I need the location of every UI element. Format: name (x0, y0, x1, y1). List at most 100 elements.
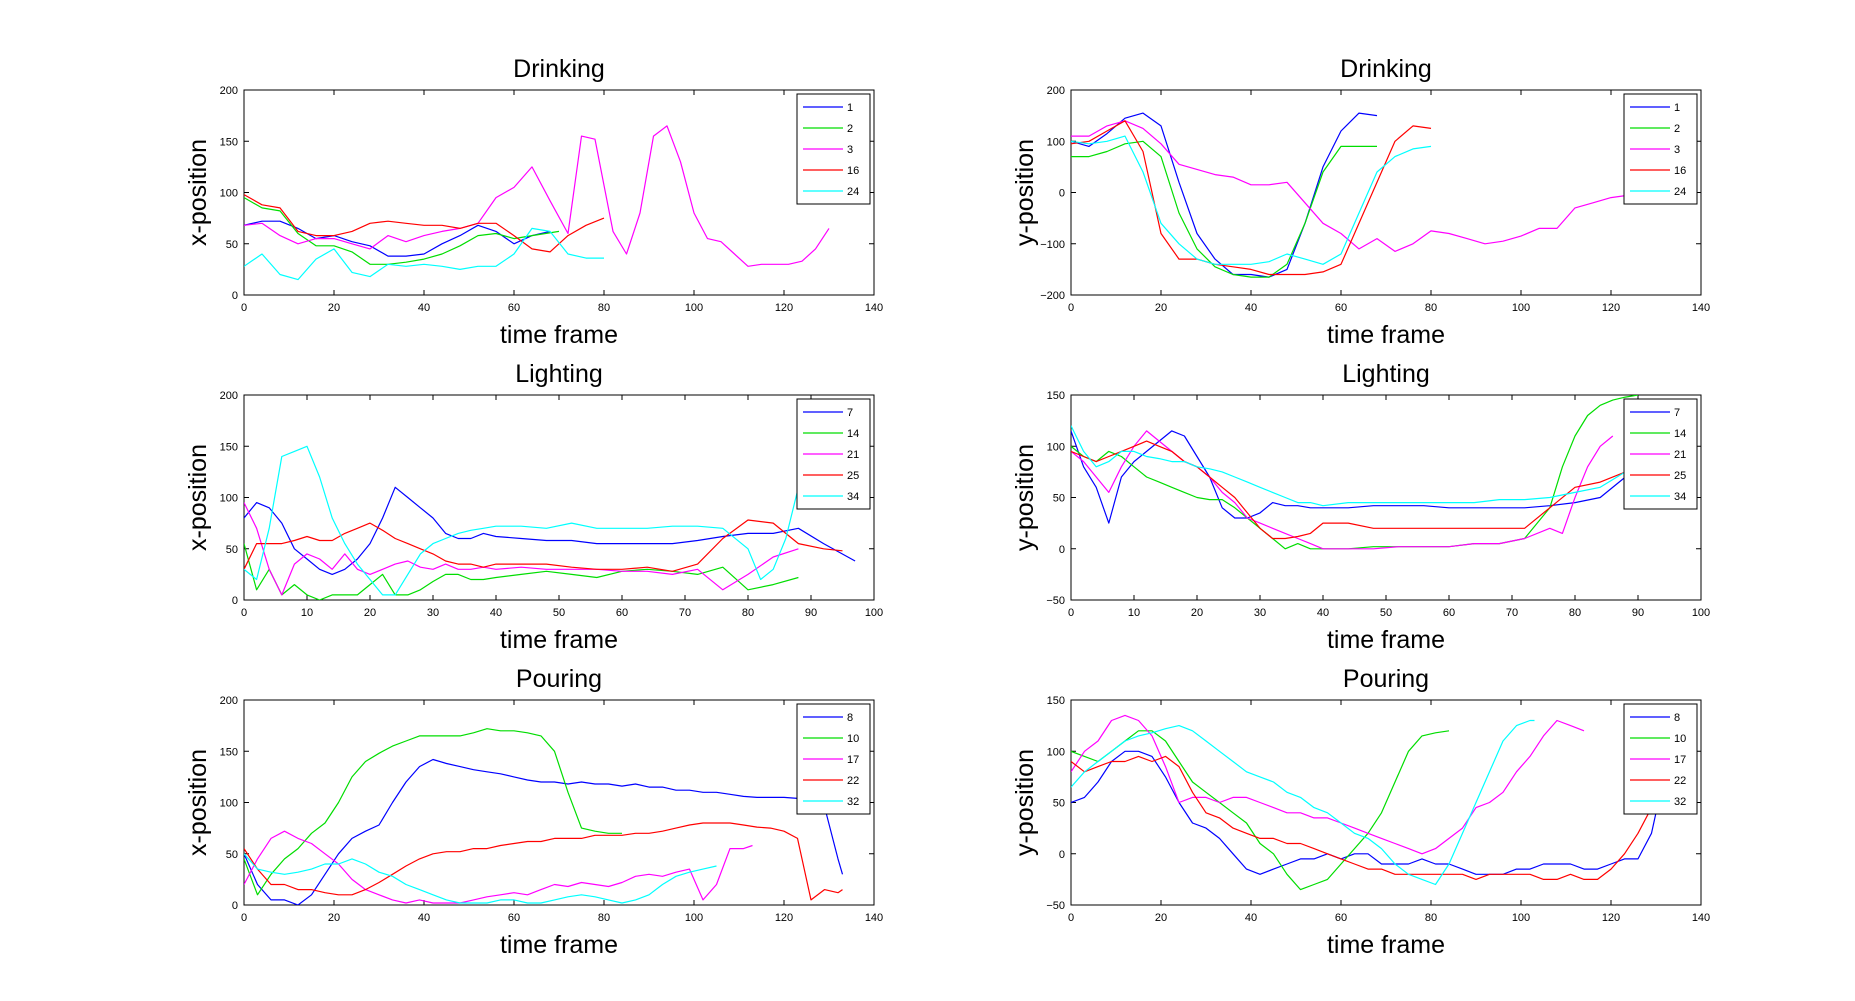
y-axis-label: y-position (1011, 139, 1039, 246)
y-tick-label: 100 (220, 493, 238, 505)
x-tick-label: 0 (1068, 302, 1074, 314)
legend-label: 7 (1674, 407, 1680, 419)
y-tick-label: −200 (1040, 290, 1065, 302)
y-tick-label: 0 (1059, 849, 1065, 861)
x-tick-label: 0 (241, 912, 247, 924)
legend-label: 3 (847, 144, 853, 156)
x-tick-label: 40 (1245, 912, 1257, 924)
x-tick-label: 40 (418, 912, 430, 924)
series-line-10 (1071, 730, 1450, 891)
legend-label: 14 (847, 428, 859, 440)
legend-label: 1 (1674, 102, 1680, 114)
series-line-7 (244, 486, 856, 576)
series-line-10 (244, 728, 622, 896)
x-axis-label: time frame (500, 626, 618, 654)
series-line-3 (244, 125, 830, 267)
series-line-14 (244, 543, 799, 600)
series-line-25 (244, 519, 843, 572)
plot-area (1070, 89, 1702, 296)
series-line-24 (244, 227, 604, 281)
y-tick-label: 0 (1059, 188, 1065, 200)
x-tick-label: 140 (1692, 302, 1710, 314)
legend: 1 2 3 16 24 (796, 93, 871, 205)
y-tick-label: 100 (220, 188, 238, 200)
series-line-16 (1071, 120, 1432, 276)
legend-label: 22 (1674, 775, 1686, 787)
series-line-3 (1071, 120, 1648, 252)
legend-label: 1 (847, 102, 853, 114)
y-tick-label: 150 (1047, 695, 1065, 707)
x-tick-label: 80 (598, 912, 610, 924)
x-tick-label: 0 (1068, 912, 1074, 924)
x-tick-label: 80 (598, 302, 610, 314)
series-line-25 (1071, 440, 1639, 540)
legend-label: 34 (847, 491, 859, 503)
y-tick-label: 200 (220, 390, 238, 402)
legend-label: 34 (1674, 491, 1686, 503)
legend-label: 16 (847, 165, 859, 177)
plot-area (243, 89, 875, 296)
chart-panel-2: Lighting time frame x-position 0 10 20 30 40 50 6… (184, 360, 883, 654)
series-line-21 (1071, 430, 1614, 550)
x-tick-label: 40 (490, 607, 502, 619)
y-tick-label: 50 (226, 544, 238, 556)
series-line-17 (244, 830, 753, 904)
x-tick-label: 0 (1068, 607, 1074, 619)
x-tick-label: 20 (364, 607, 376, 619)
y-tick-label: −50 (1046, 900, 1065, 912)
x-tick-label: 60 (1335, 302, 1347, 314)
x-tick-label: 20 (1191, 607, 1203, 619)
y-tick-label: 150 (220, 746, 238, 758)
y-tick-label: 0 (232, 900, 238, 912)
legend-label: 10 (847, 733, 859, 745)
x-tick-label: 60 (1443, 607, 1455, 619)
x-tick-label: 90 (1632, 607, 1644, 619)
x-tick-label: 80 (742, 607, 754, 619)
legend-label: 14 (1674, 428, 1686, 440)
x-tick-label: 40 (1245, 302, 1257, 314)
legend-label: 8 (1674, 712, 1680, 724)
series-line-2 (1071, 140, 1377, 278)
y-tick-label: 50 (1053, 493, 1065, 505)
x-tick-label: 120 (1602, 912, 1620, 924)
legend-label: 32 (1674, 796, 1686, 808)
legend: 7 14 21 25 34 (1623, 398, 1698, 510)
legend: 8 10 17 22 32 (796, 703, 871, 815)
chart-title: Pouring (516, 665, 602, 693)
y-tick-label: 0 (232, 595, 238, 607)
plot-area (1070, 394, 1702, 601)
legend-label: 16 (1674, 165, 1686, 177)
x-tick-label: 100 (685, 912, 703, 924)
x-tick-label: 100 (1692, 607, 1710, 619)
series-line-24 (1071, 135, 1432, 265)
legend-label: 21 (1674, 449, 1686, 461)
y-tick-label: 200 (1047, 85, 1065, 97)
x-axis-label: time frame (500, 321, 618, 349)
legend-label: 17 (1674, 754, 1686, 766)
chart-title: Drinking (513, 55, 605, 83)
x-tick-label: 10 (1128, 607, 1140, 619)
series-line-16 (244, 194, 605, 253)
x-axis-label: time frame (500, 931, 618, 959)
y-tick-label: 150 (220, 136, 238, 148)
series-line-8 (1071, 750, 1657, 875)
legend-label: 25 (1674, 470, 1686, 482)
x-tick-label: 80 (1425, 302, 1437, 314)
x-tick-label: 100 (685, 302, 703, 314)
series-line-22 (244, 822, 843, 901)
y-axis-label: x-position (184, 749, 212, 856)
x-tick-label: 30 (1254, 607, 1266, 619)
x-axis-label: time frame (1327, 931, 1445, 959)
x-tick-label: 50 (1380, 607, 1392, 619)
y-tick-label: 0 (1059, 544, 1065, 556)
y-tick-label: 50 (1053, 798, 1065, 810)
legend: 8 10 17 22 32 (1623, 703, 1698, 815)
x-tick-label: 0 (241, 607, 247, 619)
x-tick-label: 140 (865, 302, 883, 314)
x-tick-label: 50 (553, 607, 565, 619)
legend-label: 8 (847, 712, 853, 724)
x-tick-label: 60 (508, 302, 520, 314)
